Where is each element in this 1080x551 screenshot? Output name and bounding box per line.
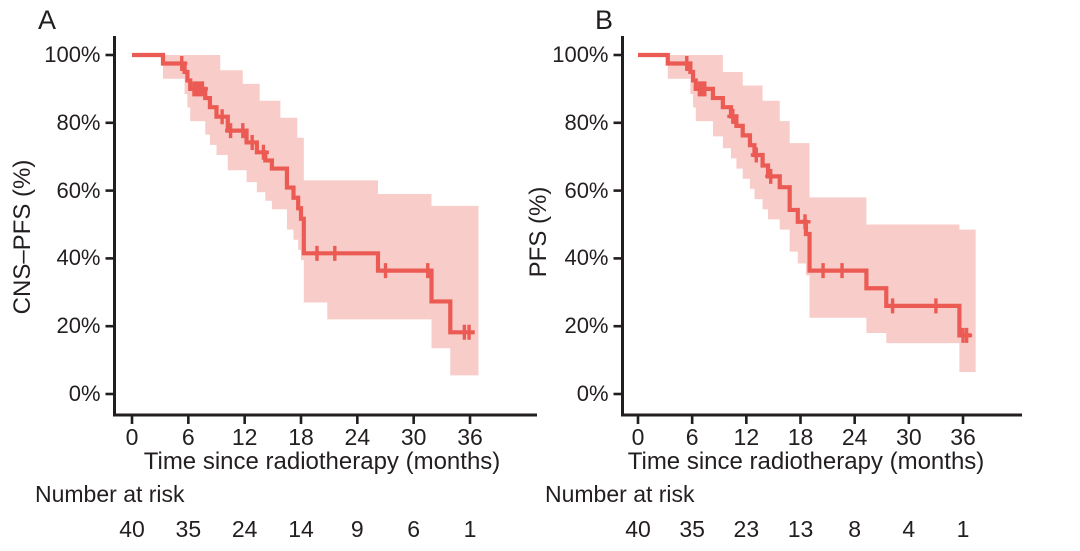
panel-a-letter: A: [38, 5, 57, 35]
y-tick-label: 80%: [56, 109, 101, 135]
y-tick-label: 0%: [68, 381, 101, 406]
censor-mark: [887, 298, 899, 314]
censor-mark: [380, 263, 392, 279]
risk-count: 40: [119, 516, 145, 542]
censor-mark: [699, 81, 711, 97]
panel-a-x-axis-title: Time since radiotherapy (months): [143, 448, 501, 475]
x-tick-label: 24: [841, 424, 868, 450]
y-tick-label: 80%: [564, 109, 609, 135]
risk-count: 4: [902, 516, 916, 542]
x-tick-label: 0: [125, 424, 139, 450]
censor-mark: [311, 245, 323, 261]
risk-count: 14: [288, 516, 314, 542]
risk-count: 9: [350, 516, 364, 542]
risk-count: 35: [175, 516, 202, 542]
censor-mark: [216, 109, 228, 125]
x-tick-label: 18: [288, 424, 314, 450]
x-tick-label: 36: [457, 424, 483, 450]
censor-mark: [237, 123, 249, 139]
y-tick-label: 40%: [56, 245, 101, 271]
censor-mark: [930, 298, 942, 314]
censor-mark: [817, 263, 829, 279]
x-tick-label: 36: [950, 424, 976, 450]
risk-count: 40: [625, 516, 651, 542]
panel-b-number-at-risk-label: Number at risk: [545, 481, 695, 507]
x-tick-label: 30: [400, 424, 427, 450]
censor-mark: [799, 214, 811, 230]
censor-mark: [422, 263, 434, 279]
x-tick-label: 30: [896, 424, 922, 450]
risk-count: 1: [463, 516, 477, 542]
risk-count: 6: [407, 516, 421, 542]
y-tick-label: 0%: [576, 381, 609, 406]
x-tick-label: 6: [181, 424, 195, 450]
y-tick-label: 20%: [56, 313, 101, 339]
y-tick-label: 20%: [564, 313, 609, 339]
y-tick-label: 100%: [44, 42, 101, 67]
x-tick-label: 24: [344, 424, 371, 450]
censor-mark: [681, 55, 693, 71]
panel-b-x-axis-title: Time since radiotherapy (months): [627, 448, 985, 475]
risk-count: 8: [848, 516, 862, 542]
risk-count: 35: [679, 516, 705, 542]
y-tick-label: 60%: [56, 177, 101, 203]
censor-mark: [836, 263, 848, 279]
censor-mark: [727, 108, 739, 124]
y-tick-label: 60%: [564, 177, 609, 203]
censor-mark: [961, 327, 973, 343]
censor-mark: [176, 55, 188, 71]
x-tick-label: 18: [787, 424, 814, 450]
km-curve: [638, 52, 972, 338]
censor-mark: [765, 168, 777, 184]
censor-mark: [225, 123, 237, 139]
x-tick-label: 12: [231, 424, 258, 450]
x-tick-label: 6: [685, 424, 699, 450]
risk-count: 24: [231, 516, 258, 542]
confidence-band: [667, 55, 976, 372]
censor-mark: [246, 134, 258, 150]
y-tick-label: 40%: [564, 245, 609, 271]
x-tick-label: 0: [631, 424, 645, 450]
risk-count: 23: [733, 516, 760, 542]
censor-mark: [463, 324, 475, 340]
censor-mark: [750, 147, 762, 163]
y-tick-label: 100%: [552, 42, 609, 67]
censor-mark: [329, 245, 341, 261]
censor-mark: [196, 81, 208, 97]
risk-count: 13: [787, 516, 814, 542]
panel-a-number-at-risk-label: Number at risk: [35, 481, 185, 507]
x-tick-label: 12: [733, 424, 760, 450]
panel-b-letter: B: [595, 5, 614, 35]
censor-mark: [257, 144, 269, 160]
risk-count: 1: [956, 516, 970, 542]
